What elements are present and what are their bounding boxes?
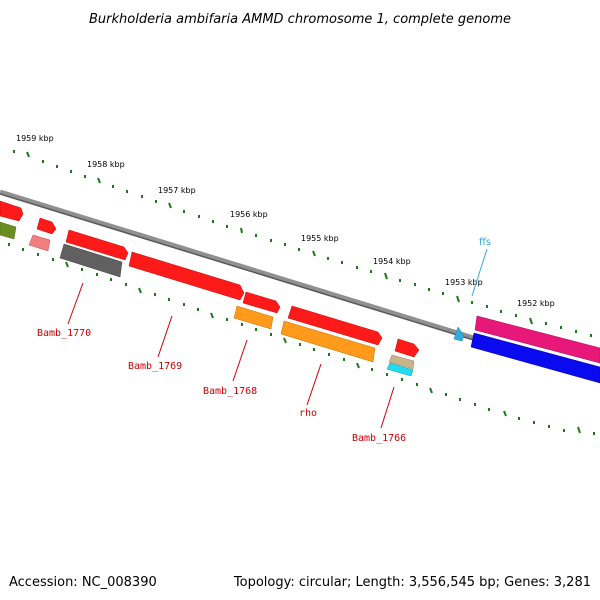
tick-1957 [168, 202, 172, 209]
leader-ffs [471, 248, 488, 297]
tick-1955 [312, 250, 316, 257]
scale-label-1954: 1954 kbp [373, 257, 411, 266]
gene-label-rho: rho [299, 408, 317, 419]
gene-feature-magenta[interactable] [474, 315, 600, 364]
gene-label-bamb-1770: Bamb_1770 [37, 328, 91, 339]
scale-label-1955: 1955 kbp [301, 234, 339, 243]
tick-1952 [529, 317, 533, 325]
gene-bamb-1769-red[interactable] [65, 229, 129, 261]
gene-bamb-1768-red[interactable] [128, 251, 245, 301]
gene-feature-red[interactable] [36, 217, 57, 235]
scale-label-1956: 1956 kbp [230, 210, 268, 219]
gene-feature-cyan[interactable] [386, 362, 414, 377]
gene-label-ffs: ffs [479, 237, 491, 248]
gene-label-bamb-1769: Bamb_1769 [128, 361, 182, 372]
gene-rho-orange[interactable] [280, 320, 376, 363]
leader-bamb-1768 [232, 339, 248, 382]
inner-tick-ring [8, 243, 595, 435]
scale-label-1952: 1952 kbp [517, 299, 555, 308]
leader-rho [306, 363, 322, 406]
accession-text: Accession: NC_008390 [9, 575, 157, 590]
forward-strand-genes [0, 200, 600, 364]
tick-1953 [456, 295, 460, 303]
inner-tick-major [65, 261, 69, 268]
leader-bamb-1770 [67, 282, 84, 325]
inner-tick-major [210, 312, 214, 319]
gene-feature-pink[interactable] [28, 234, 51, 252]
reverse-strand-genes [0, 221, 600, 384]
gene-feature-orange[interactable] [233, 305, 274, 330]
gene-bamb-1770-gray[interactable] [59, 243, 123, 278]
tick-1958 [97, 177, 101, 184]
tick-1956 [240, 227, 243, 234]
gene-feature-olive[interactable] [0, 221, 17, 240]
inner-tick-major [138, 287, 142, 294]
gene-ffs-rna[interactable] [453, 326, 465, 342]
inner-tick-major [577, 426, 581, 434]
leader-bamb-1769 [157, 315, 173, 358]
genome-summary-text: Topology: circular; Length: 3,556,545 bp… [233, 575, 591, 590]
inner-tick-major [356, 362, 360, 369]
gene-rho-red-left[interactable] [242, 291, 281, 314]
leader-bamb-1766 [380, 386, 395, 429]
gene-bamb-1766-red[interactable] [394, 338, 420, 358]
outer-minor-dots [13, 150, 592, 337]
gene-label-bamb-1766: Bamb_1766 [352, 433, 406, 444]
scale-label-1958: 1958 kbp [87, 160, 125, 169]
inner-tick-major [503, 410, 507, 417]
label-leaders [67, 248, 488, 429]
gene-rho-red[interactable] [287, 305, 383, 346]
scale-label-1957: 1957 kbp [158, 186, 196, 195]
gene-feature-red[interactable] [0, 200, 24, 222]
scale-label-1959: 1959 kbp [16, 134, 54, 143]
tick-1959 [26, 151, 30, 158]
gene-feature-tan[interactable] [388, 354, 415, 370]
gene-label-bamb-1768: Bamb_1768 [203, 386, 257, 397]
outer-tick-ring [13, 150, 592, 337]
map-title: Burkholderia ambifaria AMMD chromosome 1… [89, 12, 511, 27]
inner-tick-major [283, 337, 287, 344]
scale-label-1953: 1953 kbp [445, 278, 483, 287]
tick-1954 [384, 272, 388, 280]
gene-feature-blue[interactable] [470, 332, 600, 384]
inner-tick-major [429, 387, 433, 394]
